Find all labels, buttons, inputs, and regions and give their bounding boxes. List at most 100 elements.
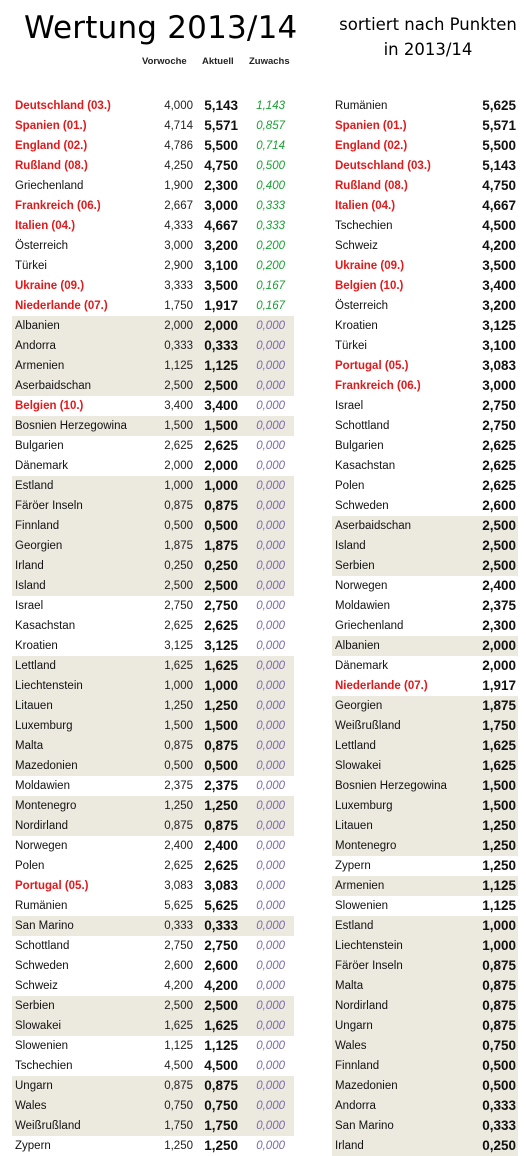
aktuell-value: 2,600 bbox=[204, 958, 238, 973]
table-row: Armenien 1,125 1,125 0,000 bbox=[12, 356, 294, 376]
table-row: Spanien (01.) 4,714 5,571 0,857 bbox=[12, 116, 294, 136]
table-row: Türkei 2,900 3,100 0,200 bbox=[12, 256, 294, 276]
country-name: Griechenland bbox=[335, 620, 404, 632]
country-name: Schweiz bbox=[15, 980, 58, 992]
country-name: Spanien (01.) bbox=[335, 120, 407, 132]
page-title: Wertung 2013/14 bbox=[24, 10, 298, 46]
country-name: Irland bbox=[15, 560, 44, 572]
country-name: Luxemburg bbox=[15, 720, 73, 732]
table-row: Österreich 3,000 3,200 0,200 bbox=[12, 236, 294, 256]
country-name: Bulgarien bbox=[15, 440, 64, 452]
zuwachs-value: 0,000 bbox=[256, 740, 285, 752]
country-name: Georgien bbox=[15, 540, 63, 552]
table-row: Israel 2,750 2,750 0,000 bbox=[12, 596, 294, 616]
country-name: Liechtenstein bbox=[335, 940, 403, 952]
aktuell-value: 1,250 bbox=[204, 798, 238, 813]
vorwoche-value: 1,125 bbox=[164, 360, 193, 372]
zuwachs-value: 0,000 bbox=[256, 580, 285, 592]
table-row: Zypern 1,250 1,250 0,000 bbox=[12, 1136, 294, 1156]
aktuell-value: 3,100 bbox=[204, 258, 238, 273]
country-name: Georgien bbox=[335, 700, 383, 712]
country-name: Litauen bbox=[15, 700, 53, 712]
table-row: Luxemburg 1,500 bbox=[332, 796, 518, 816]
zuwachs-value: 0,000 bbox=[256, 1080, 285, 1092]
table-row: Norwegen 2,400 bbox=[332, 576, 518, 596]
country-name: Belgien (10.) bbox=[15, 400, 84, 412]
aktuell-value: 4,750 bbox=[204, 158, 238, 173]
sort-subtitle: sortiert nach Punkten in 2013/14 bbox=[339, 15, 517, 59]
points-value: 5,571 bbox=[482, 118, 516, 133]
table-row: Griechenland 1,900 2,300 0,400 bbox=[12, 176, 294, 196]
points-value: 0,875 bbox=[482, 1018, 516, 1033]
vorwoche-value: 1,500 bbox=[164, 720, 193, 732]
aktuell-value: 0,333 bbox=[204, 338, 238, 353]
zuwachs-value: 0,000 bbox=[256, 440, 285, 452]
zuwachs-value: 0,714 bbox=[256, 140, 285, 152]
table-row: Island 2,500 bbox=[332, 536, 518, 556]
points-value: 0,500 bbox=[482, 1058, 516, 1073]
zuwachs-value: 0,000 bbox=[256, 960, 285, 972]
vorwoche-value: 2,625 bbox=[164, 440, 193, 452]
aktuell-value: 1,250 bbox=[204, 698, 238, 713]
table-row: Ukraine (09.) 3,333 3,500 0,167 bbox=[12, 276, 294, 296]
country-name: Slowakei bbox=[335, 760, 382, 772]
country-name: Moldawien bbox=[335, 600, 390, 612]
country-name: Lettland bbox=[15, 660, 56, 672]
country-name: Bulgarien bbox=[335, 440, 384, 452]
country-name: Liechtenstein bbox=[15, 680, 83, 692]
table-row: Frankreich (06.) 3,000 bbox=[332, 376, 518, 396]
points-value: 3,500 bbox=[482, 258, 516, 273]
zuwachs-value: 0,000 bbox=[256, 780, 285, 792]
aktuell-value: 5,625 bbox=[204, 898, 238, 913]
points-value: 3,125 bbox=[482, 318, 516, 333]
points-value: 5,500 bbox=[482, 138, 516, 153]
zuwachs-value: 0,000 bbox=[256, 400, 285, 412]
vorwoche-value: 1,125 bbox=[164, 1040, 193, 1052]
vorwoche-value: 2,500 bbox=[164, 380, 193, 392]
points-value: 4,750 bbox=[482, 178, 516, 193]
country-name: Rumänien bbox=[15, 900, 68, 912]
table-row: England (02.) 5,500 bbox=[332, 136, 518, 156]
table-row: Litauen 1,250 bbox=[332, 816, 518, 836]
aktuell-value: 0,500 bbox=[204, 758, 238, 773]
vorwoche-value: 0,875 bbox=[164, 820, 193, 832]
country-name: Österreich bbox=[335, 300, 389, 312]
table-row: Tschechien 4,500 4,500 0,000 bbox=[12, 1056, 294, 1076]
aktuell-value: 3,083 bbox=[204, 878, 238, 893]
country-name: Färöer Inseln bbox=[335, 960, 403, 972]
zuwachs-value: 0,000 bbox=[256, 880, 285, 892]
aktuell-value: 4,667 bbox=[204, 218, 238, 233]
country-name: San Marino bbox=[335, 1120, 394, 1132]
country-name: Griechenland bbox=[15, 180, 84, 192]
points-value: 0,500 bbox=[482, 1078, 516, 1093]
aktuell-value: 1,000 bbox=[204, 678, 238, 693]
country-name: Finnland bbox=[15, 520, 60, 532]
points-value: 0,750 bbox=[482, 1038, 516, 1053]
points-value: 2,750 bbox=[482, 398, 516, 413]
country-name: Türkei bbox=[15, 260, 47, 272]
table-row: Luxemburg 1,500 1,500 0,000 bbox=[12, 716, 294, 736]
table-row: Armenien 1,125 bbox=[332, 876, 518, 896]
table-row: Moldawien 2,375 2,375 0,000 bbox=[12, 776, 294, 796]
country-name: Aserbaidschan bbox=[335, 520, 412, 532]
country-name: Portugal (05.) bbox=[335, 360, 409, 372]
country-name: Österreich bbox=[15, 240, 69, 252]
zuwachs-value: 0,333 bbox=[256, 200, 285, 212]
table-row: San Marino 0,333 0,333 0,000 bbox=[12, 916, 294, 936]
country-name: Türkei bbox=[335, 340, 367, 352]
country-name: Polen bbox=[335, 480, 365, 492]
zuwachs-value: 0,000 bbox=[256, 1000, 285, 1012]
aktuell-value: 1,000 bbox=[204, 478, 238, 493]
vorwoche-value: 1,750 bbox=[164, 1120, 193, 1132]
points-value: 2,500 bbox=[482, 538, 516, 553]
aktuell-value: 1,125 bbox=[204, 358, 238, 373]
country-name: Belgien (10.) bbox=[335, 280, 404, 292]
column-header-aktuell: Aktuell bbox=[202, 56, 234, 67]
points-value: 2,600 bbox=[482, 498, 516, 513]
table-row: Schottland 2,750 2,750 0,000 bbox=[12, 936, 294, 956]
points-value: 3,200 bbox=[482, 298, 516, 313]
country-name: Armenien bbox=[335, 880, 385, 892]
aktuell-value: 3,500 bbox=[204, 278, 238, 293]
vorwoche-value: 1,625 bbox=[164, 1020, 193, 1032]
table-row: Mazedonien 0,500 0,500 0,000 bbox=[12, 756, 294, 776]
